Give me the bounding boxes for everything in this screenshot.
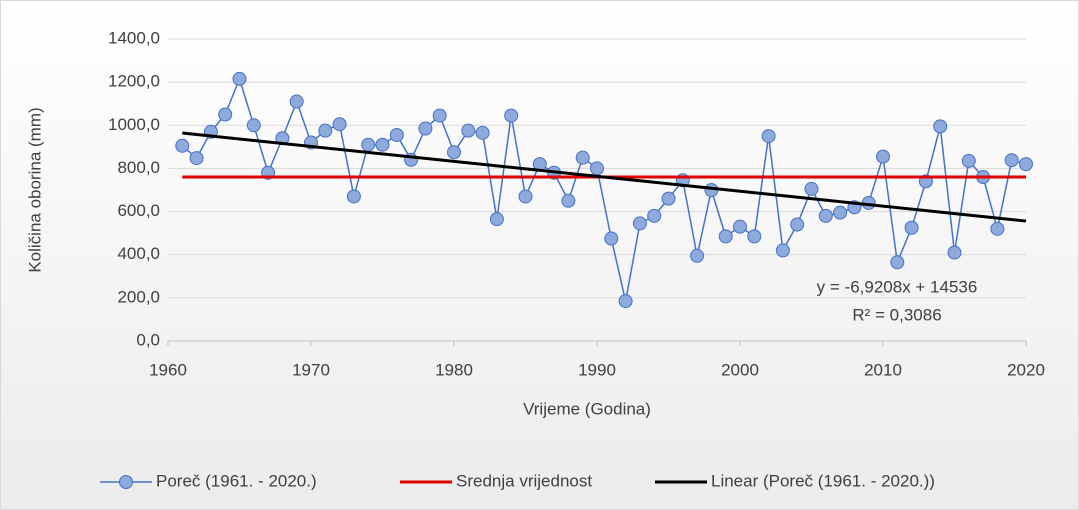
x-tick-label: 2020 (1007, 360, 1045, 379)
y-tick-label: 1400,0 (108, 28, 160, 47)
legend-label: Linear (Poreč (1961. - 2020.)) (711, 471, 935, 490)
y-tick-label: 0,0 (136, 330, 160, 349)
data-point (904, 220, 919, 235)
data-point (575, 150, 590, 165)
data-point (933, 119, 948, 134)
data-point (332, 117, 347, 132)
data-point (232, 71, 247, 86)
data-point (647, 208, 662, 223)
legend-label: Srednja vrijednost (456, 471, 592, 490)
data-point (761, 129, 776, 144)
data-point (318, 123, 333, 138)
data-point (432, 108, 447, 123)
data-point (604, 231, 619, 246)
data-point (1019, 157, 1033, 172)
data-point (289, 94, 304, 109)
data-point (375, 137, 390, 152)
trend-r2: R² = 0,3086 (852, 305, 941, 324)
y-tick-label: 600,0 (117, 201, 160, 220)
data-point (389, 127, 404, 142)
y-tick-label: 1200,0 (108, 72, 160, 91)
data-point (590, 161, 604, 176)
y-tick-label: 200,0 (117, 287, 160, 306)
x-tick-label: 1990 (578, 360, 616, 379)
data-point (189, 151, 204, 166)
data-point (961, 153, 976, 168)
data-point (218, 107, 233, 122)
data-point (733, 219, 747, 234)
data-point (818, 208, 833, 223)
data-point (747, 229, 762, 244)
x-tick-label: 1970 (292, 360, 330, 379)
legend-marker (119, 475, 133, 489)
data-point (1004, 153, 1019, 168)
x-tick-label: 1980 (435, 360, 473, 379)
trend-equation: y = -6,9208x + 14536 (817, 277, 978, 296)
data-point (990, 221, 1005, 236)
data-point (175, 138, 190, 153)
data-point (561, 193, 576, 208)
data-point (361, 137, 376, 152)
series-line (182, 131, 1027, 223)
data-point (718, 229, 733, 244)
x-tick-label: 1960 (149, 360, 187, 379)
data-point (632, 216, 647, 231)
data-point (461, 123, 476, 138)
data-point (618, 294, 633, 309)
data-point (346, 189, 361, 204)
data-point (661, 191, 676, 206)
data-point (890, 255, 905, 270)
x-tick-label: 2010 (864, 360, 902, 379)
data-point (690, 248, 705, 263)
data-point (475, 125, 490, 140)
data-point (790, 217, 805, 232)
data-point (518, 189, 533, 204)
y-axis-title: Količina oborina (mm) (25, 107, 44, 272)
data-point (775, 243, 790, 258)
data-point (833, 205, 848, 220)
y-tick-label: 800,0 (117, 158, 160, 177)
y-tick-label: 400,0 (117, 244, 160, 263)
data-point (246, 118, 261, 133)
y-tick-label: 1000,0 (108, 115, 160, 134)
data-point (447, 145, 461, 160)
data-point (876, 149, 890, 164)
legend-label: Poreč (1961. - 2020.) (156, 471, 317, 490)
data-point (504, 108, 519, 123)
data-point (418, 121, 433, 136)
x-axis-title: Vrijeme (Godina) (523, 399, 651, 418)
data-point (804, 181, 819, 196)
data-point (489, 212, 504, 227)
x-tick-label: 2000 (721, 360, 759, 379)
data-point (947, 245, 962, 260)
